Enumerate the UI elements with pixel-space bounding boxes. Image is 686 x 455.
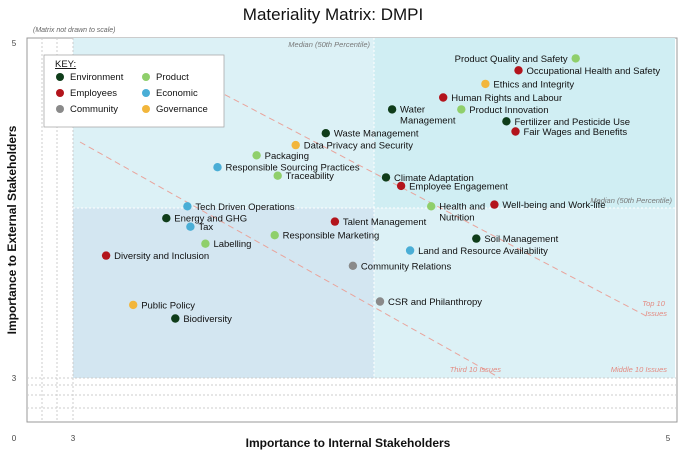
x-tick-0: 0: [12, 434, 17, 443]
point-waste-management: [321, 129, 330, 138]
point-soil-management: [472, 234, 481, 243]
legend-items: Environment Product Employees Economic Commu…: [56, 72, 208, 115]
point-label-packaging: Packaging: [265, 151, 309, 162]
point-product-quality-and-safety: [571, 54, 580, 63]
point-tax: [186, 222, 195, 231]
point-label-soil-management: Soil Management: [484, 234, 558, 245]
point-label-biodiversity: Biodiversity: [183, 314, 232, 325]
point-label-land-and-resource-availability: Land and Resource Availability: [418, 246, 548, 257]
legend-marker-governance: [142, 105, 150, 113]
quadrant-top-right: [374, 38, 675, 208]
legend-marker-economic: [142, 89, 150, 97]
quadrant-bottom-right: [374, 208, 675, 378]
point-water-management: [387, 105, 397, 114]
legend-box: [43, 54, 225, 128]
point-label-tax: Tax: [198, 222, 213, 233]
point-traceability: [273, 171, 282, 180]
point-label-well-being-and-work-life: Well-being and Work-life: [502, 200, 605, 211]
x-tick-5: 5: [666, 434, 671, 443]
point-label-diversity-and-inclusion: Diversity and Inclusion: [114, 251, 209, 262]
median-x-label: Median (50th Percentile): [288, 40, 370, 49]
y-axis-title: Importance to External Stakeholders: [5, 125, 19, 334]
point-talent-management: [330, 217, 340, 226]
point-label-data-privacy-and-security: Data Privacy and Security: [304, 141, 414, 152]
point-label-water-management: Water Management: [400, 104, 456, 126]
point-health-and-nutrition: [427, 202, 436, 211]
x-axis-title: Importance to Internal Stakeholders: [246, 436, 451, 450]
chart-title: Materiality Matrix: DMPI: [243, 5, 423, 24]
point-well-being-and-work-life: [490, 200, 499, 209]
point-tech-driven-operations: [183, 202, 192, 211]
legend-marker-product: [142, 73, 150, 81]
point-label-health-and-nutrition: Health and Nutrition: [439, 201, 485, 223]
point-public-policy: [129, 300, 138, 310]
point-diversity-and-inclusion: [101, 251, 111, 260]
zone-label-top-10-line2: Issues: [645, 309, 667, 318]
point-label-occupational-health-and-safety: Occupational Health and Safety: [526, 66, 660, 77]
zone-label-third-10: Third 10 Issues: [450, 365, 502, 374]
legend-label-governance: Governance: [156, 104, 208, 115]
point-label-tech-driven-operations: Tech Driven Operations: [195, 202, 295, 213]
point-label-waste-management: Waste Management: [334, 129, 419, 140]
point-label-community-relations: Community Relations: [361, 261, 452, 272]
point-product-innovation: [457, 105, 466, 114]
point-label-human-rights-and-labour: Human Rights and Labour: [451, 93, 562, 104]
zone-label-middle-10: Middle 10 Issues: [611, 365, 668, 374]
legend-label-economic: Economic: [156, 88, 198, 99]
point-label-climate-adaptation: Climate Adaptation: [394, 173, 474, 184]
x-tick-3: 3: [71, 434, 76, 443]
legend: KEY: Environment Product Employees Economic…: [43, 54, 225, 128]
zone-label-top-10-line1: Top 10: [642, 299, 665, 308]
third-10-boundary: [79, 141, 501, 379]
plot-frame: [26, 37, 678, 423]
point-human-rights-and-labour: [439, 93, 448, 102]
point-label-fertilizer-and-pesticide-use: Fertilizer and Pesticide Use: [514, 117, 630, 128]
point-occupational-health-and-safety: [514, 66, 523, 75]
point-biodiversity: [171, 314, 180, 323]
zone-label-top-10: Top 10 Issues: [642, 299, 667, 318]
point-climate-adaptation: [381, 173, 391, 182]
y-tick-3: 3: [12, 374, 17, 383]
point-label-responsible-sourcing-practices: Responsible Sourcing Practices: [225, 163, 359, 174]
legend-label-product: Product: [156, 72, 189, 83]
legend-label-community: Community: [70, 104, 118, 115]
point-csr-and-philanthropy: [375, 297, 385, 306]
legend-label-environment: Environment: [70, 72, 124, 83]
median-y-label: Median (50th Percentile): [590, 196, 672, 205]
point-land-and-resource-availability: [405, 246, 415, 255]
legend-label-employees: Employees: [70, 88, 117, 99]
point-packaging: [252, 151, 261, 160]
point-label-csr-and-philanthropy: CSR and Philanthropy: [388, 297, 482, 308]
point-label-labelling: Labelling: [213, 239, 251, 250]
point-ethics-and-integrity: [481, 79, 490, 89]
legend-marker-community: [56, 105, 64, 113]
point-fair-wages-and-benefits: [511, 127, 520, 136]
point-label-ethics-and-integrity: Ethics and Integrity: [493, 79, 574, 90]
point-fertilizer-and-pesticide-use: [502, 117, 511, 126]
point-responsible-sourcing-practices: [213, 163, 222, 172]
point-label-talent-management: Talent Management: [343, 217, 427, 228]
legend-marker-environment: [56, 73, 64, 81]
point-energy-and-ghg: [162, 214, 171, 223]
point-label-fair-wages-and-benefits: Fair Wages and Benefits: [523, 127, 627, 138]
legend-marker-employees: [56, 89, 64, 97]
point-label-responsible-marketing: Responsible Marketing: [283, 231, 380, 242]
point-employee-engagement: [396, 181, 406, 191]
point-labelling: [201, 239, 210, 248]
point-label-product-innovation: Product Innovation: [469, 105, 548, 116]
point-responsible-marketing: [270, 231, 279, 240]
point-label-energy-and-ghg: Energy and GHG: [174, 214, 247, 225]
point-community-relations: [348, 261, 358, 270]
point-data-privacy-and-security: [291, 140, 300, 150]
chart-note: (Matrix not drawn to scale): [33, 27, 115, 34]
point-label-employee-engagement: Employee Engagement: [409, 181, 508, 192]
quadrant-bottom-left: [73, 208, 374, 378]
legend-title: KEY:: [55, 59, 76, 70]
point-label-traceability: Traceability: [286, 171, 334, 182]
point-label-public-policy: Public Policy: [141, 300, 195, 311]
y-tick-5: 5: [12, 39, 17, 48]
point-label-product-quality-and-safety: Product Quality and Safety: [455, 54, 568, 65]
